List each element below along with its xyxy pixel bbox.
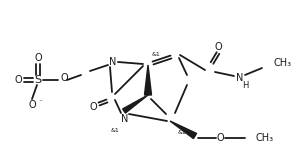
- Text: O: O: [60, 73, 68, 83]
- Text: &1: &1: [110, 129, 119, 133]
- Polygon shape: [170, 121, 197, 139]
- Polygon shape: [145, 65, 151, 95]
- Text: O: O: [34, 53, 42, 63]
- Text: O: O: [89, 102, 97, 112]
- Text: N: N: [109, 57, 117, 67]
- Text: O: O: [14, 75, 22, 85]
- Text: &1: &1: [152, 51, 161, 56]
- Text: O: O: [214, 42, 222, 52]
- Text: N: N: [236, 73, 244, 83]
- Text: H: H: [242, 82, 248, 90]
- Text: CH₃: CH₃: [256, 133, 274, 143]
- Polygon shape: [123, 95, 148, 113]
- Text: ⁻: ⁻: [38, 98, 42, 106]
- Text: CH₃: CH₃: [273, 58, 291, 68]
- Text: &1: &1: [178, 130, 187, 134]
- Text: O: O: [28, 100, 36, 110]
- Text: N: N: [121, 114, 129, 124]
- Text: S: S: [34, 75, 42, 85]
- Text: O: O: [216, 133, 224, 143]
